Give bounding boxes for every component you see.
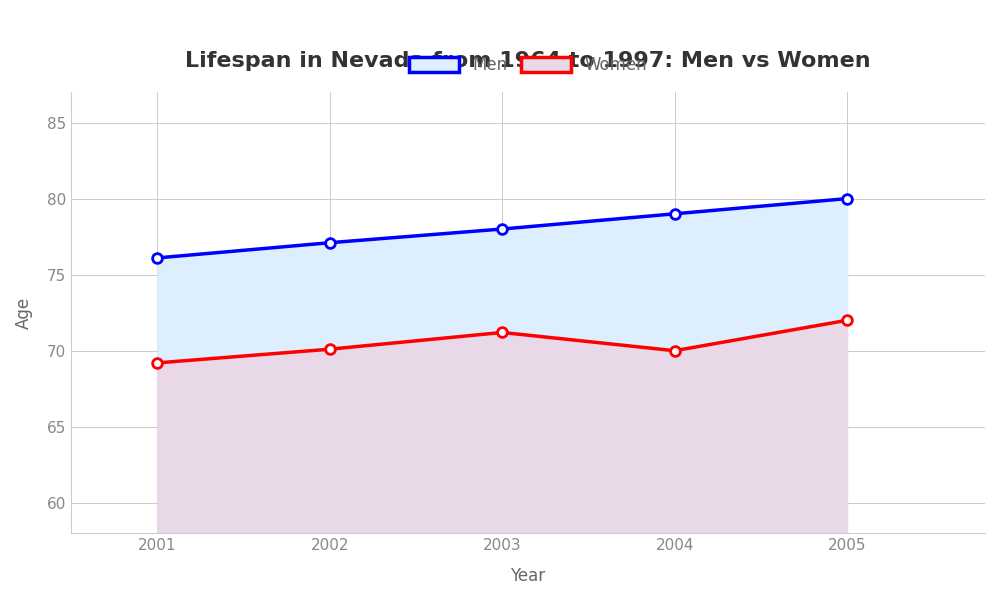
- Title: Lifespan in Nevada from 1964 to 1997: Men vs Women: Lifespan in Nevada from 1964 to 1997: Me…: [185, 51, 871, 71]
- Men: [496, 226, 508, 233]
- Women: [496, 329, 508, 336]
- Men: [669, 210, 681, 217]
- Men: [151, 254, 163, 262]
- Men: [841, 195, 853, 202]
- Legend: Men, Women: Men, Women: [401, 47, 655, 82]
- Y-axis label: Age: Age: [15, 296, 33, 329]
- Line: Women: Women: [152, 316, 852, 368]
- Women: [324, 346, 336, 353]
- X-axis label: Year: Year: [511, 567, 546, 585]
- Women: [669, 347, 681, 355]
- Women: [841, 317, 853, 324]
- Line: Men: Men: [152, 194, 852, 263]
- Women: [151, 359, 163, 367]
- Men: [324, 239, 336, 247]
